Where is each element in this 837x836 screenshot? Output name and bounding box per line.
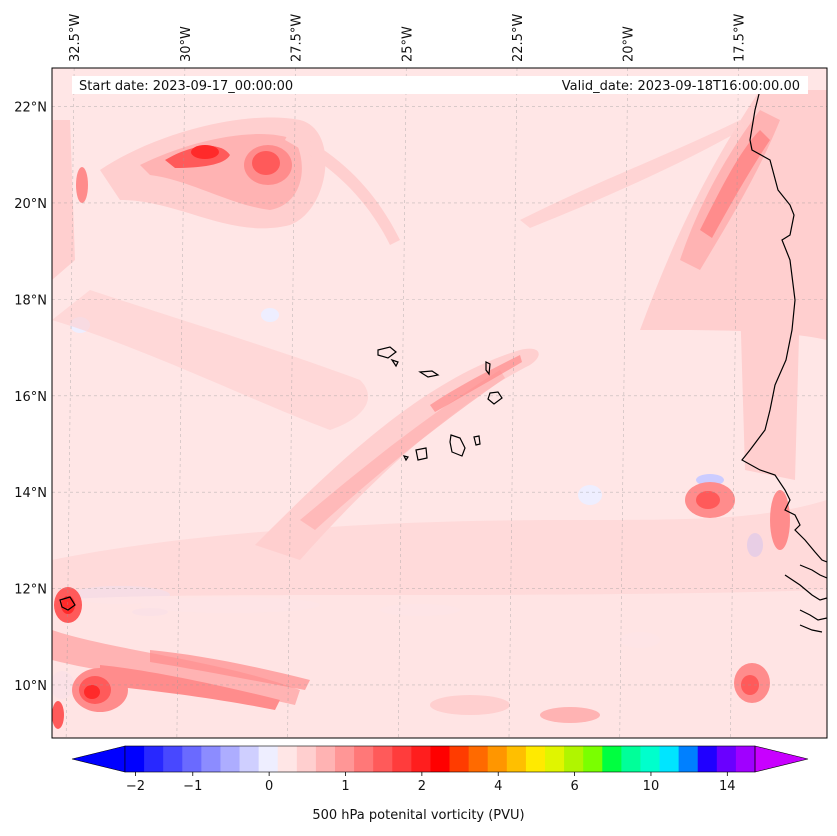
- colorbar-tick-label: −1: [183, 779, 202, 794]
- latitude-tick-label: 20°N: [14, 197, 47, 212]
- colorbar-swatch: [277, 746, 298, 772]
- latitude-tick-label: 12°N: [14, 583, 47, 598]
- colorbar-frame: [124, 745, 756, 773]
- map-frame: [51, 67, 828, 739]
- colorbar-swatch: [602, 746, 622, 772]
- colorbar-tick-label: 10: [643, 779, 660, 794]
- meridian-gridline: [619, 68, 629, 738]
- coastlines: [59, 89, 827, 633]
- colorbar-swatch: [392, 746, 412, 772]
- colorbar-swatch: [182, 746, 202, 772]
- colorbar-swatch: [220, 746, 240, 772]
- colorbar-swatch: [239, 746, 260, 772]
- colorbar-swatch: [735, 746, 756, 772]
- colorbar-under-arrow: [71, 745, 126, 773]
- colorbar-swatch: [430, 746, 450, 772]
- start-date-label: Start date: 2023-09-17_00:00:00: [79, 79, 293, 94]
- meridian-gridline: [508, 68, 518, 738]
- longitude-tick-label: 32.5°W: [68, 14, 83, 62]
- valid-date-label: Valid_date: 2023-09-18T16:00:00.00: [562, 79, 800, 94]
- colorbar-swatch: [258, 746, 279, 772]
- colorbar-tick-label: 4: [494, 779, 502, 794]
- colorbar-swatch: [296, 746, 317, 772]
- longitude-tick-labels: 32.5°W 30°W 27.5°W 25°W 22.5°W 20°W 17.5°W: [68, 14, 747, 62]
- colorbar-swatch: [335, 746, 355, 772]
- longitude-tick-label: 20°W: [622, 26, 637, 62]
- latitude-tick-label: 22°N: [14, 101, 47, 116]
- colorbar-swatch: [468, 746, 489, 772]
- colorbar-swatch: [411, 746, 431, 772]
- colorbar-swatch: [716, 746, 737, 772]
- colorbar-swatch: [640, 746, 660, 772]
- colorbar-swatch: [678, 746, 699, 772]
- colorbar-tick-label: 1: [341, 779, 349, 794]
- latitude-tick-label: 10°N: [14, 679, 47, 694]
- colorbar-over-arrow: [754, 745, 809, 773]
- meridian-gridline: [397, 68, 407, 738]
- longitude-tick-label: 25°W: [400, 26, 415, 62]
- longitude-tick-label: 30°W: [179, 26, 194, 62]
- colorbar-swatch: [373, 746, 393, 772]
- meridian-gridline: [287, 68, 296, 738]
- colorbar-tick-label: 6: [570, 779, 578, 794]
- colorbar-swatch: [354, 746, 374, 772]
- colorbar-swatch: [545, 746, 565, 772]
- meridian-gridline: [730, 68, 739, 738]
- pv-field: [52, 68, 827, 738]
- colorbar-tick-label: 0: [265, 779, 273, 794]
- longitude-tick-label: 27.5°W: [290, 14, 305, 62]
- meridian-gridline: [65, 68, 75, 738]
- colorbar-swatch: [163, 746, 183, 772]
- longitude-tick-label: 17.5°W: [732, 14, 747, 62]
- colorbar: −2 −1 0 1 2 4 6 10 14: [71, 745, 809, 794]
- colorbar-swatch: [621, 746, 641, 772]
- colorbar-swatch: [564, 746, 584, 772]
- colorbar-title: 500 hPa potenital vorticity (PVU): [312, 808, 525, 823]
- gridlines: [52, 68, 827, 738]
- latitude-tick-label: 14°N: [14, 486, 47, 501]
- colorbar-tick-label: 14: [719, 779, 736, 794]
- latitude-tick-label: 18°N: [14, 293, 47, 308]
- colorbar-swatch: [659, 746, 680, 772]
- meridian-gridline: [176, 68, 186, 738]
- latitude-tick-label: 16°N: [14, 390, 47, 405]
- colorbar-swatch: [201, 746, 221, 772]
- date-header-box: [72, 76, 808, 94]
- colorbar-tick-label: −2: [126, 779, 145, 794]
- colorbar-swatch: [525, 746, 546, 772]
- colorbar-swatch: [144, 746, 164, 772]
- latitude-tick-labels: 22°N 20°N 18°N 16°N 14°N 12°N 10°N: [14, 101, 47, 694]
- colorbar-swatch: [697, 746, 718, 772]
- colorbar-swatch: [125, 746, 145, 772]
- longitude-tick-label: 22.5°W: [511, 14, 526, 62]
- colorbar-swatch: [449, 746, 470, 772]
- colorbar-swatch: [506, 746, 527, 772]
- colorbar-tick-label: 2: [418, 779, 426, 794]
- colorbar-swatch: [315, 746, 336, 772]
- colorbar-swatch: [487, 746, 508, 772]
- colorbar-swatch: [583, 746, 603, 772]
